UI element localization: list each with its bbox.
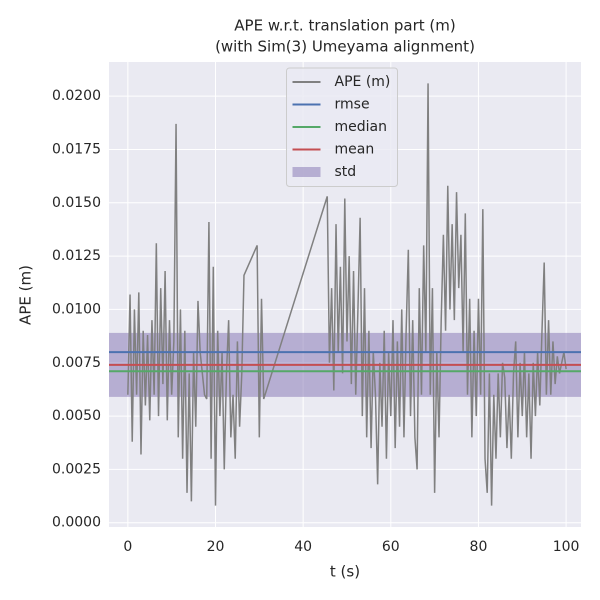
x-tick-label: 20 xyxy=(207,539,225,555)
legend-label: APE (m) xyxy=(335,74,391,90)
x-tick-label: 100 xyxy=(553,539,580,555)
y-tick-label: 0.0200 xyxy=(52,88,101,104)
y-tick-label: 0.0175 xyxy=(52,141,101,157)
ape-line xyxy=(127,83,567,506)
x-tick-label: 0 xyxy=(123,539,132,555)
legend-label: median xyxy=(335,119,387,135)
x-tick-label: 80 xyxy=(470,539,488,555)
legend-label: mean xyxy=(335,142,375,158)
y-tick-label: 0.0075 xyxy=(52,355,101,371)
legend-label: std xyxy=(335,164,357,180)
y-tick-label: 0.0150 xyxy=(52,195,101,211)
x-tick-label: 60 xyxy=(382,539,400,555)
legend-swatch xyxy=(292,167,321,177)
legend-box xyxy=(286,67,398,187)
y-tick-label: 0.0025 xyxy=(52,461,101,477)
x-tick-label: 40 xyxy=(294,539,312,555)
chart-title: APE w.r.t. translation part (m) xyxy=(234,17,455,35)
y-tick-label: 0.0050 xyxy=(52,408,101,424)
y-tick-label: 0.0125 xyxy=(52,248,101,264)
y-tick-label: 0.0100 xyxy=(52,301,101,317)
legend-label: rmse xyxy=(335,97,370,113)
x-axis-label: t (s) xyxy=(330,563,360,581)
y-tick-label: 0.0000 xyxy=(52,515,101,531)
y-axis-label: APE (m) xyxy=(17,265,35,325)
chart-subtitle: (with Sim(3) Umeyama alignment) xyxy=(215,38,475,56)
